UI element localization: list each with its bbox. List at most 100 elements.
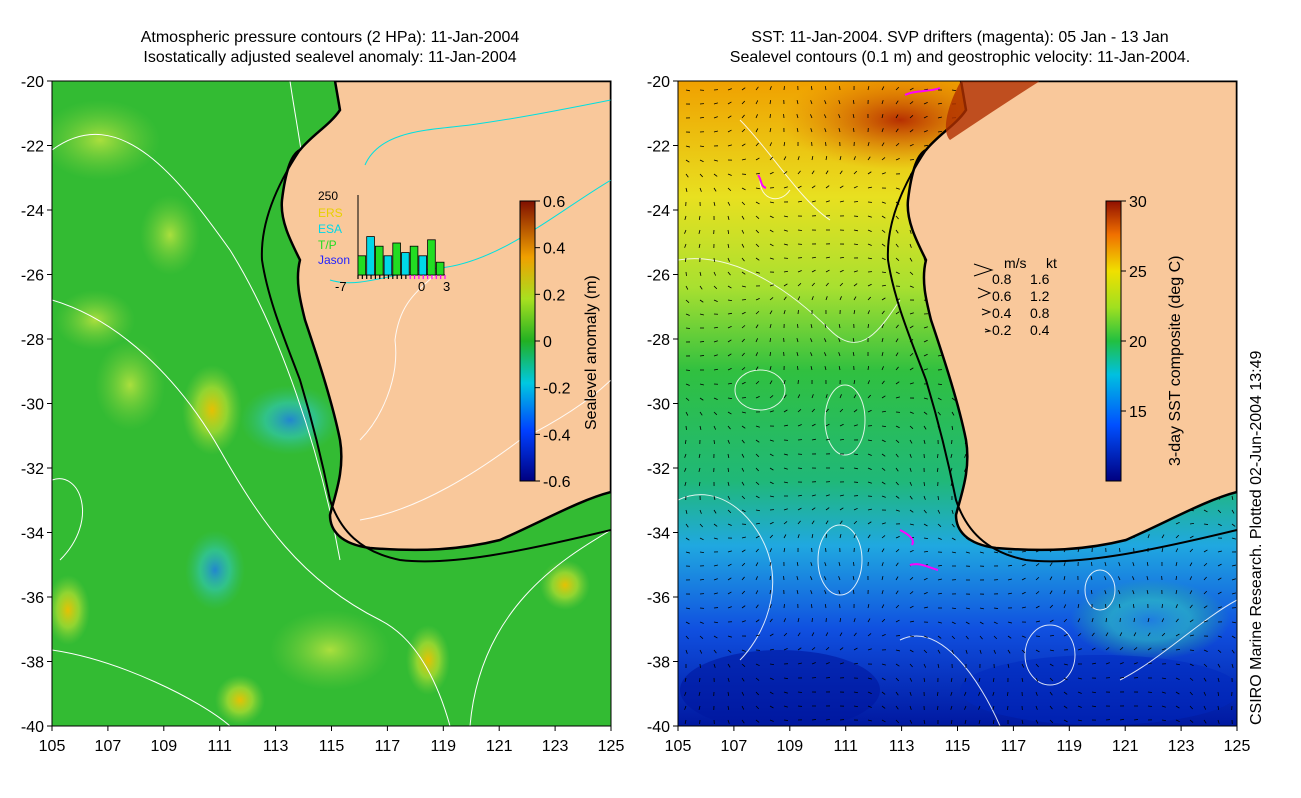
inset-bar bbox=[383, 255, 393, 276]
velocity-arrow bbox=[853, 283, 858, 287]
velocity-arrow bbox=[741, 649, 746, 652]
velocity-arrow bbox=[1175, 705, 1180, 709]
velocity-arrow bbox=[824, 603, 827, 609]
velocity-arrow bbox=[867, 677, 872, 680]
velocity-arrow bbox=[685, 621, 690, 625]
velocity-arrow bbox=[783, 521, 788, 525]
velocity-arrow bbox=[1161, 719, 1167, 722]
velocity-arrow bbox=[811, 423, 816, 427]
velocity-arrow bbox=[1133, 617, 1135, 623]
velocity-arrow bbox=[727, 367, 732, 371]
inset-bar bbox=[357, 255, 367, 276]
velocity-arrow bbox=[881, 324, 884, 329]
velocity-arrow bbox=[741, 257, 745, 262]
velocity-arrow bbox=[769, 351, 771, 357]
velocity-arrow bbox=[727, 677, 730, 682]
velocity-arrow bbox=[895, 677, 900, 682]
velocity-arrow bbox=[839, 394, 842, 399]
velocity-arrow bbox=[796, 128, 799, 133]
velocity-arrow bbox=[699, 551, 705, 554]
velocity-arrow bbox=[685, 89, 690, 92]
left-x-tick-label: 121 bbox=[486, 738, 513, 755]
velocity-arrow bbox=[937, 592, 943, 595]
velocity-arrow bbox=[881, 157, 886, 161]
velocity-arrow bbox=[741, 536, 746, 539]
velocity-arrow bbox=[881, 243, 886, 247]
velocity-arrow bbox=[713, 102, 718, 105]
velocity-arrow bbox=[741, 381, 746, 385]
velocity-arrow bbox=[741, 691, 745, 696]
velocity-arrow bbox=[783, 171, 788, 175]
velocity-arrow bbox=[1175, 633, 1180, 637]
velocity-arrow bbox=[825, 296, 828, 301]
velocity-arrow bbox=[895, 396, 900, 399]
velocity-arrow bbox=[951, 607, 957, 609]
velocity-arrow bbox=[810, 590, 813, 595]
velocity-arrow bbox=[769, 366, 772, 371]
velocity-arrow bbox=[881, 705, 886, 709]
velocity-arrow bbox=[684, 719, 687, 724]
velocity-arrow bbox=[755, 201, 760, 205]
velocity-arrow bbox=[1217, 719, 1220, 724]
velocity-arrow bbox=[699, 649, 703, 654]
velocity-arrow bbox=[1091, 618, 1094, 623]
right-x-tick-label: 109 bbox=[776, 738, 803, 755]
velocity-arrow bbox=[867, 521, 872, 525]
velocity-arrow bbox=[685, 537, 690, 541]
left-x-tick-label: 105 bbox=[39, 738, 66, 755]
velocity-arrow bbox=[713, 257, 715, 263]
velocity-arrow bbox=[895, 187, 900, 190]
velocity-arrow bbox=[881, 100, 884, 105]
velocity-arrow bbox=[951, 537, 956, 541]
velocity-arrow bbox=[1007, 635, 1012, 639]
velocity-arrow bbox=[755, 481, 760, 485]
velocity-arrow bbox=[965, 607, 970, 610]
velocity-arrow bbox=[755, 705, 760, 710]
left-y-tick-label: -24 bbox=[21, 203, 44, 220]
velocity-arrow bbox=[825, 423, 830, 427]
velocity-arrow bbox=[825, 520, 829, 525]
velocity-arrow bbox=[713, 592, 718, 595]
velocity-arrow bbox=[1231, 592, 1236, 595]
velocity-arrow bbox=[698, 215, 701, 221]
velocity-arrow bbox=[727, 663, 731, 668]
left-cyan-contour bbox=[364, 99, 611, 166]
velocity-arrow bbox=[881, 481, 886, 485]
velocity-arrow bbox=[881, 352, 884, 357]
velocity-legend-ms-3: 0.4 bbox=[992, 305, 1012, 321]
velocity-arrow bbox=[824, 352, 827, 357]
velocity-arrow bbox=[727, 115, 732, 119]
velocity-arrow bbox=[727, 523, 732, 526]
velocity-arrow bbox=[1049, 576, 1053, 581]
velocity-legend-kt-3: 0.8 bbox=[1030, 305, 1050, 321]
velocity-arrow bbox=[755, 215, 760, 219]
velocity-arrow bbox=[1147, 618, 1150, 623]
velocity-arrow bbox=[1035, 677, 1039, 682]
right-axes: 105 107 109 111 113 115 117 119 121 123 125 -20 -22 -… bbox=[647, 74, 1251, 755]
velocity-arrow bbox=[755, 86, 759, 91]
velocity-arrow bbox=[727, 353, 732, 357]
velocity-arrow bbox=[992, 691, 995, 696]
velocity-arrow bbox=[823, 114, 827, 119]
velocity-arrow bbox=[867, 380, 870, 385]
velocity-arrow bbox=[838, 352, 841, 357]
velocity-arrow bbox=[797, 409, 802, 413]
velocity-arrow bbox=[1049, 663, 1054, 667]
velocity-arrow bbox=[825, 438, 830, 441]
velocity-arrow bbox=[853, 185, 858, 189]
velocity-arrow bbox=[909, 143, 914, 147]
velocity-arrow bbox=[797, 170, 801, 175]
velocity-arrow bbox=[839, 282, 844, 287]
velocity-arrow bbox=[1146, 576, 1149, 581]
velocity-arrow bbox=[769, 395, 774, 399]
velocity-arrow bbox=[727, 411, 732, 415]
velocity-arrow bbox=[796, 338, 799, 343]
velocity-arrow bbox=[838, 576, 841, 581]
velocity-arrow bbox=[699, 523, 703, 528]
velocity-arrow bbox=[684, 481, 687, 486]
velocity-arrow bbox=[825, 269, 830, 273]
velocity-arrow bbox=[783, 705, 788, 708]
velocity-arrow bbox=[699, 578, 705, 581]
velocity-arrow bbox=[811, 185, 816, 189]
